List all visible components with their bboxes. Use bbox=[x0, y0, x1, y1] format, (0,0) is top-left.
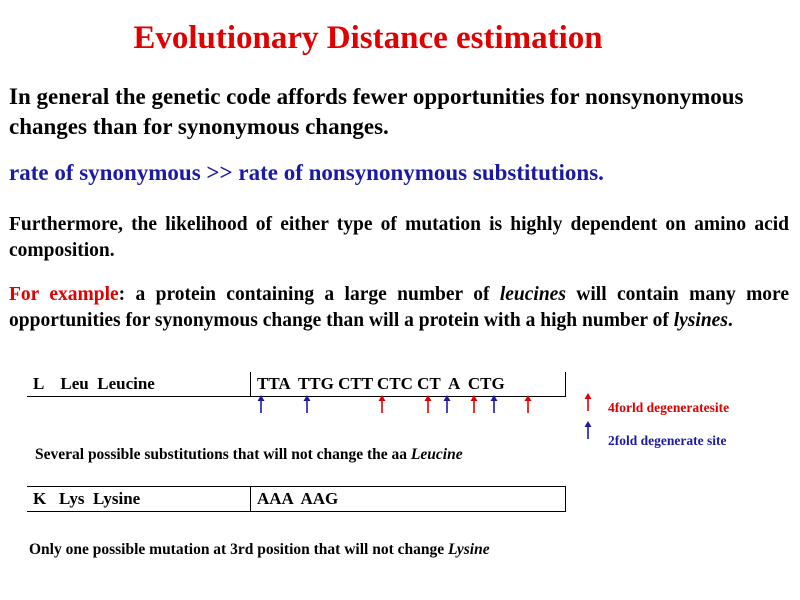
leucine-note-aa: Leucine bbox=[410, 446, 463, 463]
example-lysines: lysines bbox=[673, 310, 728, 331]
legend-twofold-arrow bbox=[584, 421, 592, 439]
leucine-row-edge bbox=[565, 372, 566, 396]
fourfold-site-arrow bbox=[524, 395, 532, 413]
intro-paragraph: In general the genetic code affords fewe… bbox=[9, 84, 744, 139]
example-text-1: : a protein containing a large number of bbox=[118, 284, 500, 305]
legend-fourfold-arrow bbox=[584, 393, 592, 411]
twofold-site-arrow bbox=[257, 395, 265, 413]
lysine-note-text: Only one possible mutation at 3rd positi… bbox=[29, 541, 448, 558]
lysine-row-edge bbox=[565, 487, 566, 511]
rate-statement: rate of synonymous >> rate of nonsynonym… bbox=[9, 160, 604, 185]
example-lead: For example bbox=[9, 284, 119, 305]
lysine-name-cell: K Lys Lysine bbox=[27, 487, 251, 511]
leucine-codons-cell: TTA TTG CTT CTC CT A CTG bbox=[257, 374, 505, 393]
twofold-site-arrow bbox=[303, 395, 311, 413]
fourfold-site-arrow bbox=[378, 395, 386, 413]
leucine-name-cell: L Leu Leucine bbox=[27, 372, 251, 396]
legend-fourfold-label: 4forld degeneratesite bbox=[608, 400, 730, 415]
legend-twofold-label: 2fold degenerate site bbox=[608, 433, 727, 448]
fourfold-site-arrow bbox=[470, 395, 478, 413]
furthermore-paragraph: Furthermore, the likelihood of either ty… bbox=[9, 214, 789, 261]
fourfold-site-arrow bbox=[424, 395, 432, 413]
example-paragraph: For example: a protein containing a larg… bbox=[9, 282, 789, 334]
example-end: . bbox=[727, 310, 733, 331]
lysine-note-aa: Lysine bbox=[447, 541, 490, 558]
lysine-codons-cell: AAA AAG bbox=[257, 489, 339, 508]
twofold-site-arrow bbox=[490, 395, 498, 413]
lysine-note: Only one possible mutation at 3rd positi… bbox=[29, 541, 490, 559]
slide-title: Evolutionary Distance estimation bbox=[133, 20, 603, 56]
leucine-codon-row: L Leu Leucine TTA TTG CTT CTC CT A CTG bbox=[27, 372, 566, 397]
example-leucines: leucines bbox=[499, 284, 566, 305]
leucine-note-text: Several possible substitutions that will… bbox=[35, 446, 411, 463]
example-text-2: will contain many more opportunities for… bbox=[9, 284, 790, 331]
lysine-codon-row: K Lys Lysine AAA AAG bbox=[27, 486, 566, 512]
twofold-site-arrow bbox=[443, 395, 451, 413]
leucine-note: Several possible substitutions that will… bbox=[35, 446, 463, 464]
